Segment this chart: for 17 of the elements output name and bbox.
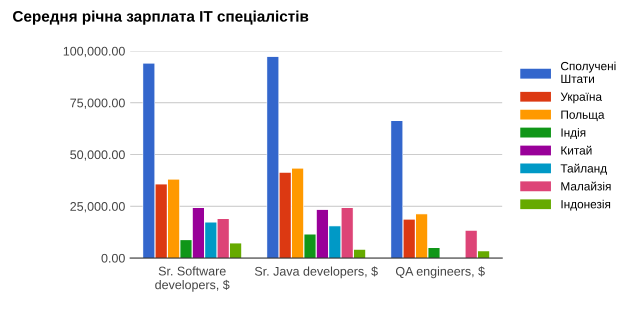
legend-label: Україна bbox=[560, 92, 602, 104]
y-tick-label: 25,000.00 bbox=[70, 202, 125, 212]
legend-label: Польща bbox=[561, 110, 605, 122]
legend-label: Китай bbox=[561, 146, 592, 155]
x-tick-label: Sr. Java developers, $ bbox=[254, 266, 378, 278]
y-tick-label: 100,000.00 bbox=[64, 46, 125, 58]
y-tick-label: 75,000.00 bbox=[70, 98, 125, 109]
legend-label: Сполучені Штати bbox=[561, 62, 616, 83]
x-tick-label: Sr. Software developers, $ bbox=[155, 266, 230, 292]
legend-label: Індонезія bbox=[561, 200, 610, 211]
legend-label: Малайзія bbox=[561, 182, 611, 190]
legend-label: Індія bbox=[561, 128, 586, 139]
legend-label: Тайланд bbox=[560, 164, 607, 175]
chart-title: Середня річна зарплата IT спеціалістів bbox=[13, 10, 308, 25]
y-tick-label: 0.00 bbox=[102, 254, 125, 263]
y-tick-label: 50,000.00 bbox=[70, 150, 125, 161]
x-tick-label: QA engineers, $ bbox=[396, 266, 485, 278]
